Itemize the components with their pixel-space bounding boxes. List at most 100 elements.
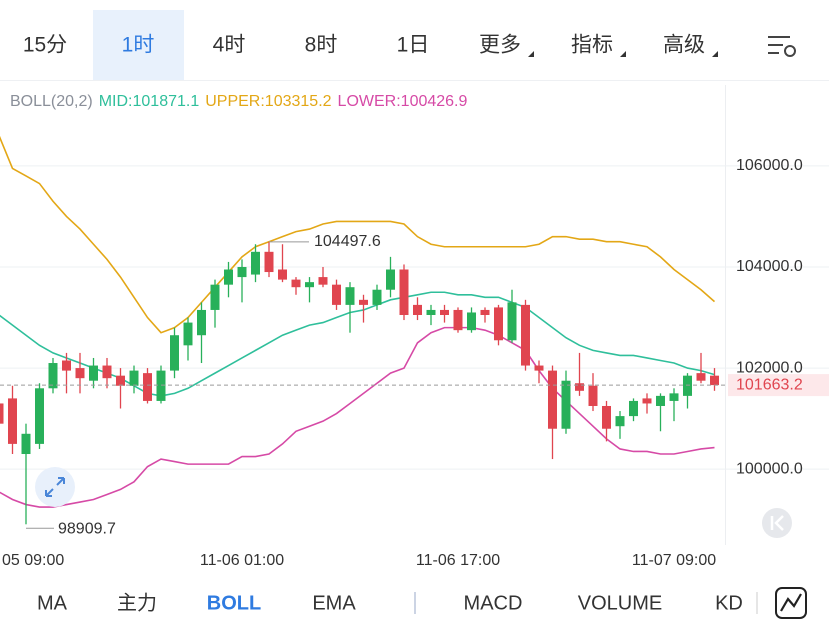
candle-body — [345, 287, 355, 305]
candle-body — [426, 309, 436, 315]
legend-entry: LOWER:100426.9 — [338, 93, 468, 110]
tab-highlight — [93, 10, 184, 80]
band-line — [0, 135, 716, 334]
expand-button[interactable] — [35, 467, 75, 507]
legend-entry: BOLL(20,2) — [10, 93, 93, 110]
max-label: 104497.6 — [314, 233, 381, 250]
settings-icon[interactable] — [768, 36, 796, 57]
indicator-tab[interactable]: KD — [715, 592, 743, 614]
tab[interactable]: 8时 — [305, 34, 338, 57]
candle-body — [237, 266, 247, 278]
candle-body — [561, 380, 571, 429]
y-tick-label: 100000.0 — [736, 460, 803, 477]
chart-style-button[interactable] — [775, 587, 807, 619]
x-tick-label: 05 09:00 — [2, 552, 64, 569]
indicator-tab[interactable]: MA — [37, 592, 68, 614]
candle-body — [75, 368, 85, 379]
tab-label: 8时 — [305, 34, 338, 57]
top-bar: 15分 1时 4时 8时 1日 更多 指标 高级 — [0, 10, 829, 81]
candle-body — [129, 370, 139, 386]
candle-body — [507, 302, 517, 341]
bottom-bar: MA 主力 BOLL EMA MACD VOLUME KD — [37, 587, 807, 619]
candle-body — [642, 398, 652, 404]
y-tick-label: 104000.0 — [736, 258, 803, 275]
indicator-tab[interactable]: EMA — [312, 592, 356, 614]
candle-body — [264, 251, 274, 273]
band-line — [0, 326, 715, 508]
tab[interactable]: 更多 — [479, 34, 534, 57]
candle-body — [521, 304, 530, 366]
tab[interactable]: 15分 — [23, 34, 67, 57]
candle-body — [224, 269, 233, 285]
candle-body — [359, 299, 368, 305]
candle-body — [467, 312, 476, 331]
candle-body — [89, 365, 98, 381]
tab-label: 更多 — [479, 34, 521, 57]
legend-entry: UPPER:103315.2 — [205, 93, 331, 110]
x-tick-label: 11-06 17:00 — [416, 552, 500, 569]
tab[interactable]: 高级 — [663, 34, 718, 57]
indicator-tab[interactable]: VOLUME — [578, 592, 662, 614]
tab[interactable]: 1日 — [397, 34, 430, 57]
candle-body — [548, 370, 557, 429]
candle-body — [116, 375, 125, 386]
candle-body — [710, 375, 719, 386]
candle-body — [21, 433, 31, 455]
candle-body — [35, 388, 44, 444]
scroll-end-button[interactable] — [762, 508, 792, 538]
y-tick-label: 106000.0 — [736, 157, 803, 174]
candle-body — [615, 416, 625, 427]
candle-body — [197, 309, 206, 336]
candle-body — [170, 335, 179, 371]
candle-body — [399, 269, 409, 315]
candle-body — [413, 304, 422, 315]
candle-body — [656, 395, 665, 406]
candle-body — [372, 289, 382, 305]
candle-body — [62, 360, 71, 371]
candle-body — [602, 405, 611, 429]
tab-label: 高级 — [663, 34, 705, 57]
dropdown-arrow — [712, 51, 718, 57]
candle-body — [291, 279, 301, 288]
indicator-tab[interactable]: 主力 — [117, 591, 157, 614]
candle-body — [0, 403, 4, 424]
candle-body — [156, 370, 166, 401]
candle-body — [440, 309, 449, 315]
candle-body — [588, 385, 598, 406]
indicator-tab[interactable]: MACD — [464, 592, 523, 614]
dropdown-arrow — [528, 51, 534, 57]
legend-entry: MID:101871.1 — [99, 93, 200, 110]
candle-body — [669, 393, 679, 401]
candle-body — [494, 307, 503, 341]
plot-area — [0, 135, 725, 525]
y-tick-label: 102000.0 — [736, 359, 803, 376]
candle-body — [534, 365, 544, 371]
tab-label: 1时 — [122, 34, 155, 57]
tab-label: 15分 — [23, 34, 67, 57]
candle-body — [453, 309, 463, 331]
candle-body — [480, 309, 490, 315]
candle-body — [251, 251, 260, 275]
x-tick-label: 11-07 09:00 — [632, 552, 716, 569]
candle-body — [48, 363, 58, 389]
candle-body — [143, 373, 152, 401]
candle-body — [318, 277, 328, 285]
last-price-label: 101663.2 — [736, 376, 803, 393]
tab[interactable]: 1时 — [93, 10, 184, 80]
candle-body — [575, 383, 584, 391]
tab[interactable]: 4时 — [213, 34, 246, 57]
tab-label: 4时 — [213, 34, 246, 57]
min-label: 98909.7 — [58, 521, 116, 538]
candle-body — [332, 284, 341, 305]
dropdown-arrow — [620, 51, 626, 57]
candle-body — [183, 322, 193, 346]
indicator-tab[interactable]: BOLL — [207, 592, 261, 614]
tab[interactable]: 指标 — [571, 34, 626, 57]
candle-body — [386, 269, 395, 290]
candle-body — [696, 373, 706, 381]
tab-label: 指标 — [571, 34, 613, 57]
tab-label: 1日 — [397, 34, 430, 57]
candle-body — [629, 400, 638, 417]
